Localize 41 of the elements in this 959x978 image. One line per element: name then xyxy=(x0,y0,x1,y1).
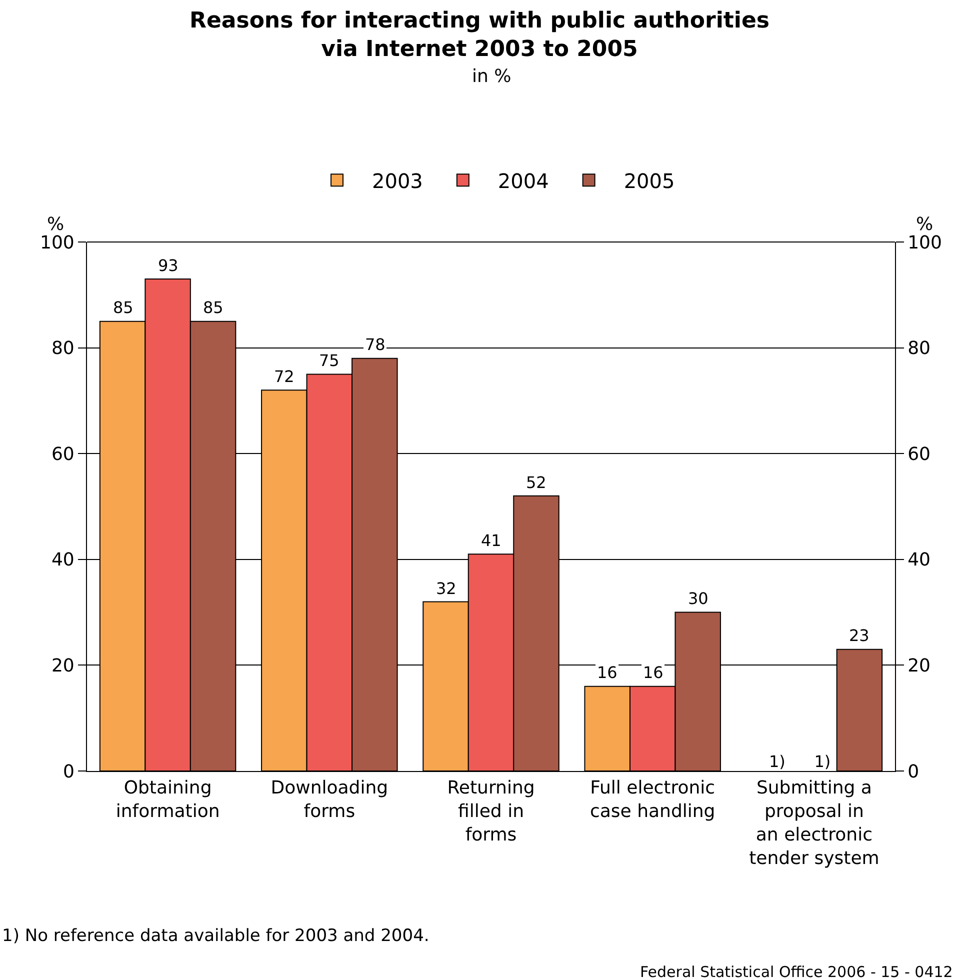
legend-label: 2004 xyxy=(498,168,549,193)
y-axis-title: % xyxy=(47,214,64,235)
y-tick-label: 40 xyxy=(51,550,74,571)
data-label: 93 xyxy=(158,256,178,275)
data-label: 85 xyxy=(203,298,224,317)
x-tick-label: Returning filled in forms xyxy=(447,778,535,846)
y-tick-label: 100 xyxy=(40,232,74,254)
x-tick-label: Downloading forms xyxy=(270,778,388,822)
y-tick-label: 80 xyxy=(51,338,74,360)
data-label: 30 xyxy=(688,589,708,608)
chart-subtitle: in % xyxy=(472,66,512,87)
y2-tick-label: 40 xyxy=(908,550,931,571)
y2-tick-label: 80 xyxy=(908,338,931,360)
x-tick-label: Full electronic case handling xyxy=(590,778,716,822)
text: 1) xyxy=(768,752,786,771)
data-label: 78 xyxy=(365,335,386,354)
y-tick-label: 20 xyxy=(51,656,74,676)
y-tick-label: 60 xyxy=(51,444,74,465)
data-label: 72 xyxy=(274,367,294,386)
data-label: 16 xyxy=(597,663,618,682)
chart-title: Reasons for interacting with public authorities via Internet 2003 to 2005 xyxy=(190,8,770,62)
data-label: 75 xyxy=(319,351,340,370)
x-tick-label: Obtaining information xyxy=(116,778,220,822)
legend-label: 2005 xyxy=(624,168,675,193)
data-label: 52 xyxy=(526,473,546,492)
x-tick-label: Submitting a proposal in an electronic tender system xyxy=(749,778,880,869)
y2-tick-label: 0 xyxy=(908,761,920,782)
legend-label: 2003 xyxy=(372,168,423,193)
data-label: 41 xyxy=(481,531,502,550)
data-label: 32 xyxy=(436,579,456,598)
data-label: 85 xyxy=(113,298,134,317)
data-label: 23 xyxy=(849,626,870,645)
text: Federal Statistical Office 2006 - 15 - 0412 xyxy=(640,963,953,978)
y2-tick-label: 60 xyxy=(908,444,931,465)
y2-axis-title: % xyxy=(916,214,934,235)
y2-tick-label: 100 xyxy=(908,232,942,254)
text: 1) xyxy=(814,752,831,771)
y2-tick-label: 20 xyxy=(908,656,931,676)
data-label: 16 xyxy=(643,663,664,682)
y-tick-label: 0 xyxy=(62,761,74,782)
text: 1) No reference data available for 2003 and 2004. xyxy=(2,926,430,946)
